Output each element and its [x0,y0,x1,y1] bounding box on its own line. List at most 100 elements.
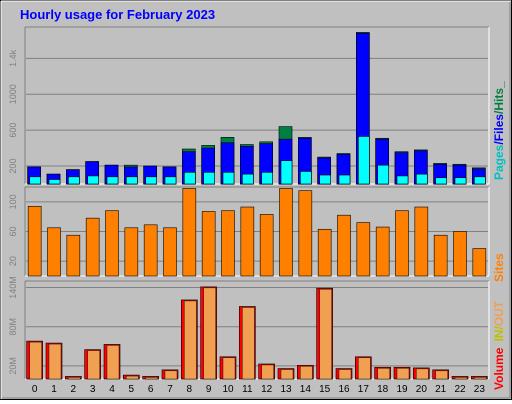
volume-out-bar [48,343,62,380]
pages-bar [300,171,312,185]
pages-bar [280,160,293,185]
x-tick-label: 17 [358,384,370,395]
x-tick-label: 2 [71,384,77,395]
chart-title: Hourly usage for February 2023 [20,7,215,22]
legend-in: IN [492,330,506,342]
volume-out-bar [184,300,197,380]
volume-out-bar [222,357,236,380]
pages-bar [377,164,389,185]
x-tick-label: 5 [129,384,135,395]
x-tick-label: 9 [206,384,212,395]
volume-out-bar [416,368,429,380]
volume-out-bar [377,368,390,380]
pages-bar [416,173,428,185]
volume-out-bar [358,357,371,380]
sites-bar [182,188,197,277]
volume-out-bar [126,375,139,380]
legend-volume: Volume [492,347,506,390]
sites-bar [105,210,119,277]
legend-pages-files-hits: Pages/Files/Hits_ [492,81,506,180]
volume-out-bar [261,364,274,380]
x-tick-label: 0 [32,384,38,395]
volume-out-bar [242,307,255,380]
legend-sites: Sites [492,253,506,282]
volume-y-tick-label: 20M [8,357,18,375]
sites-bar [124,227,139,277]
x-tick-label: 3 [90,384,96,395]
x-tick-label: 8 [187,384,193,395]
sites-bar [356,222,371,277]
sites-bar [47,227,61,277]
volume-y-tick-label: 80M [8,318,18,336]
sites-bar [85,217,100,277]
pages-bar [338,174,351,185]
legend-sep: / [492,141,506,145]
volume-out-bar [396,368,410,380]
volume-out-bar [435,370,448,380]
x-tick-label: 20 [416,384,428,395]
sites-bar [201,211,216,277]
pages-bar [145,176,157,185]
volume-out-bar [454,377,468,380]
pages-bar [435,177,447,185]
pages-bar [222,172,235,185]
legend-sep2: / [492,326,506,330]
legend-volume-in-out: Volume IN/OUT [492,300,506,390]
sites-bar [472,248,487,277]
volume-out-bar [338,369,352,380]
x-tick-label: 13 [280,384,292,395]
volume-out-bar [164,370,178,380]
x-tick-label: 15 [319,384,331,395]
x-tick-label: 19 [396,384,408,395]
sites-bar [433,234,448,277]
volume-out-bar [29,341,42,380]
volume-out-bar [106,345,120,380]
sites-bar [414,206,429,277]
sites-bar [375,226,390,277]
volume-out-bar [203,287,216,380]
volume-out-bar [68,377,81,380]
sites-bar [143,224,158,277]
hits-files-pages-y-tick-label: 600 [8,123,18,138]
pages-bar [358,136,370,185]
x-tick-label: 18 [377,384,389,395]
pages-bar [319,174,331,185]
pages-bar [68,176,80,185]
pages-bar [29,176,41,185]
sites-bar [395,210,409,277]
sites-bar [279,188,293,277]
x-tick-label: 12 [261,384,273,395]
pages-bar [184,172,196,185]
legend-pages: Pages [492,144,506,180]
hits-files-pages-plot-area [25,27,489,184]
legend-hits: /Hits_ [492,81,506,114]
volume-y-tick-label: 140M [8,276,18,299]
x-tick-label: 10 [222,384,234,395]
sites-bar [66,234,81,277]
x-tick-label: 14 [300,384,312,395]
sites-y-tick-label: 100 [8,194,18,209]
pages-bar [203,172,215,185]
legend-out: OUT [492,300,506,326]
sites-bar [240,206,255,277]
pages-bar [48,179,61,185]
volume-out-bar [87,350,100,380]
volume-plot-area [25,281,489,379]
volume-out-bar [319,288,332,380]
x-tick-label: 4 [109,384,115,395]
volume-out-bar [145,377,158,380]
volume-out-bar [280,369,294,380]
pages-bar [474,176,486,185]
x-tick-label: 1 [51,384,57,395]
hits-files-pages-y-tick-label: 1000 [8,84,18,104]
volume-out-bar [474,377,487,380]
sites-bar [453,231,467,277]
x-tick-label: 22 [454,384,466,395]
pages-bar [126,176,138,185]
volume-out-bar [300,366,313,380]
sites-bar [221,210,235,277]
x-tick-label: 21 [435,384,447,395]
sites-y-tick-label: 60 [8,226,18,236]
